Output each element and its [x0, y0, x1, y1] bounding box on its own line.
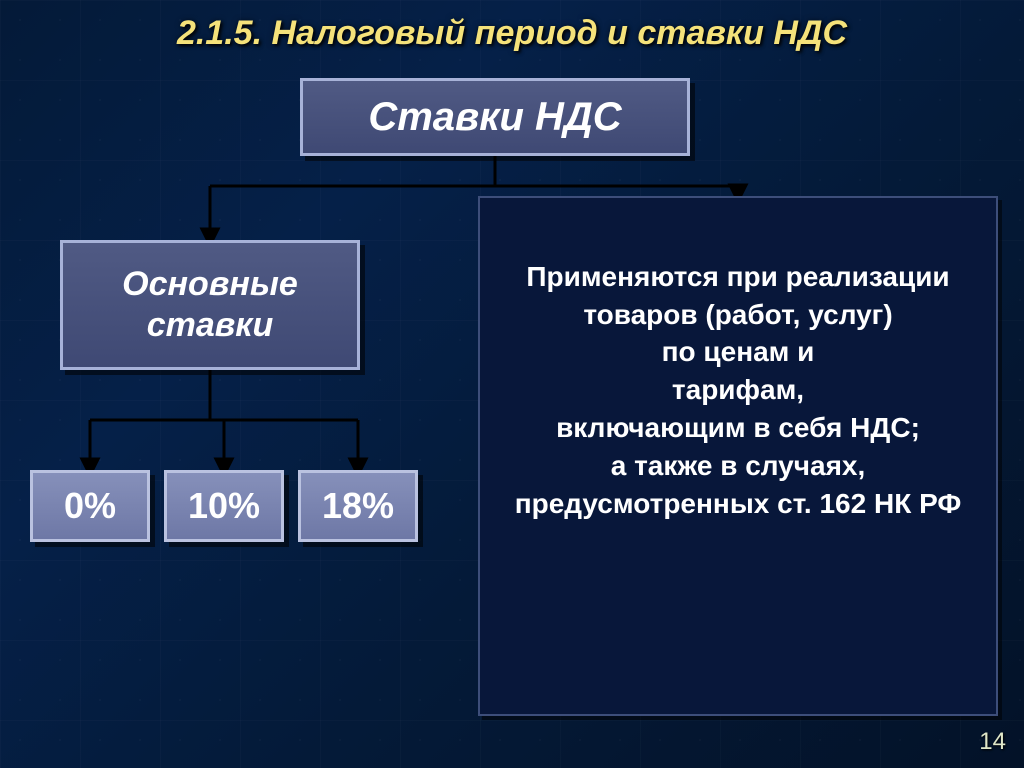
rate-label: 0% [64, 485, 116, 527]
slide-title: 2.1.5. Налоговый период и ставки НДС [0, 14, 1024, 53]
root-box-label: Ставки НДС [368, 95, 621, 140]
description-text: Применяются при реализации товаров (рабо… [515, 261, 962, 519]
rate-box-10: 10% [164, 470, 284, 542]
slide-content: 2.1.5. Налоговый период и ставки НДС Ста… [0, 0, 1024, 768]
rate-label: 10% [188, 485, 260, 527]
rate-box-18: 18% [298, 470, 418, 542]
description-box: Применяются при реализации товаров (рабо… [478, 196, 998, 716]
root-box-vat-rates: Ставки НДС [300, 78, 690, 156]
main-rates-box: Основные ставки [60, 240, 360, 370]
main-rates-label: Основные ставки [122, 264, 298, 346]
rate-label: 18% [322, 485, 394, 527]
rate-box-0: 0% [30, 470, 150, 542]
page-number: 14 [979, 728, 1006, 756]
